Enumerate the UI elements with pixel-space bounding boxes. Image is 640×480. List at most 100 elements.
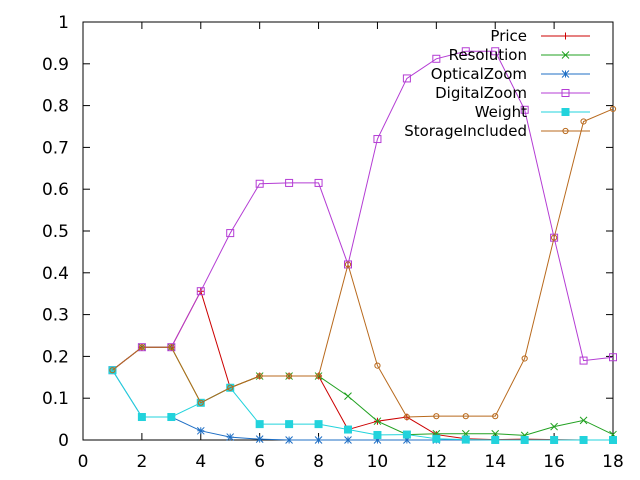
y-tick-label: 0.3 [42,306,69,326]
legend-label-weight: Weight [475,103,527,121]
series-storageincluded [109,105,617,421]
series-resolution [108,343,617,440]
x-tick-label: 14 [484,452,506,472]
data-point-weight [520,436,529,444]
data-point-digitalzoom [461,47,470,56]
data-point-resolution [373,417,382,426]
x-tick-label: 4 [195,452,206,472]
data-point-opticalzoom [226,433,235,441]
legend-label-storageincluded: StorageIncluded [404,122,527,140]
series-line-digitalzoom [112,50,614,371]
y-tick-label: 0.4 [42,264,69,284]
axis-ticks: 0 2 4 6 8 10 12 14 16 18 0 0.1 0.2 0.3 0.4 0.5 0.6 0.7 0.8… [42,13,624,472]
legend-label-price: Price [490,27,527,45]
series-digitalzoom [108,47,617,375]
series-layer [108,47,617,444]
legend-marker-price [562,32,569,40]
data-point-weight [461,435,470,444]
y-tick-label: 0 [58,431,69,451]
y-tick-label: 0.9 [42,55,69,75]
data-point-digitalzoom [432,54,441,63]
legend-marker-resolution [561,51,570,59]
y-tick-label: 0.5 [42,222,69,242]
plot-frame [82,21,614,441]
y-tick-label: 0.8 [42,97,69,117]
data-point-digitalzoom [196,287,205,296]
data-point-digitalzoom [255,179,264,188]
data-point-weight [579,436,588,444]
data-point-weight [402,430,411,439]
legend-marker-weight [561,108,570,116]
data-point-digitalzoom [285,178,294,187]
data-point-storageincluded [168,344,175,351]
x-tick-label: 2 [136,452,147,472]
data-point-storageincluded [197,399,204,406]
data-point-opticalzoom [403,436,411,444]
data-point-storageincluded [374,362,381,369]
legend-marker-opticalzoom [561,70,570,78]
legend-marker-digitalzoom [561,89,570,97]
data-point-storageincluded [492,413,499,420]
data-point-weight [550,436,559,444]
data-point-storageincluded [403,413,410,421]
data-point-digitalzoom [520,105,529,114]
data-point-weight [314,420,323,429]
x-tick-label: 16 [543,452,565,472]
data-point-digitalzoom [491,47,500,56]
y-tick-label: 0.6 [42,180,69,200]
legend-label-digitalzoom: DigitalZoom [435,84,527,102]
data-point-opticalzoom [344,436,352,444]
x-tick-label: 18 [602,452,624,472]
data-point-storageincluded [609,105,617,113]
data-point-digitalzoom [550,233,559,242]
data-point-weight [137,413,146,422]
x-tick-label: 12 [426,452,448,472]
data-point-opticalzoom [373,436,382,444]
data-point-opticalzoom [314,436,323,444]
series-line-resolution [112,346,614,436]
data-point-storageincluded [286,372,293,380]
series-line-storageincluded [112,108,614,418]
data-point-storageincluded [462,413,469,420]
series-line-opticalzoom [112,369,613,441]
data-point-opticalzoom [196,426,205,435]
data-point-weight [167,413,176,422]
data-point-digitalzoom [373,135,382,144]
data-point-opticalzoom [285,436,293,444]
y-tick-label: 0.7 [42,138,69,158]
data-point-weight [373,430,382,439]
data-point-opticalzoom [255,435,264,444]
data-point-digitalzoom [609,353,617,362]
series-line-weight [112,369,613,441]
data-point-digitalzoom [314,178,323,187]
data-point-resolution [579,416,588,425]
x-tick-label: 0 [78,452,89,472]
x-tick-label: 10 [367,452,389,472]
data-point-digitalzoom [579,356,588,365]
data-point-weight [344,425,352,434]
y-tick-label: 0.2 [42,347,69,367]
y-tick-label: 0.1 [42,389,69,409]
data-point-storageincluded [138,344,145,351]
data-point-storageincluded [315,372,322,380]
data-point-resolution [550,422,558,431]
x-tick-label: 6 [254,452,265,472]
data-point-digitalzoom [344,260,352,269]
data-point-storageincluded [433,413,440,420]
legend-label-resolution: Resolution [449,46,527,64]
data-point-storageincluded [551,234,558,241]
data-point-storageincluded [256,372,263,380]
data-point-digitalzoom [402,74,411,83]
data-point-weight [432,434,441,443]
data-point-storageincluded [109,367,116,374]
y-tick-label: 1 [58,13,69,33]
data-point-weight [491,436,500,444]
series-price [108,287,617,444]
data-point-weight [255,420,264,429]
data-point-storageincluded [227,384,234,391]
legend: PriceResolutionOpticalZoomDigitalZoomWei… [404,27,590,140]
data-point-storageincluded [344,261,352,268]
data-point-weight [285,420,294,429]
data-point-storageincluded [521,355,528,362]
